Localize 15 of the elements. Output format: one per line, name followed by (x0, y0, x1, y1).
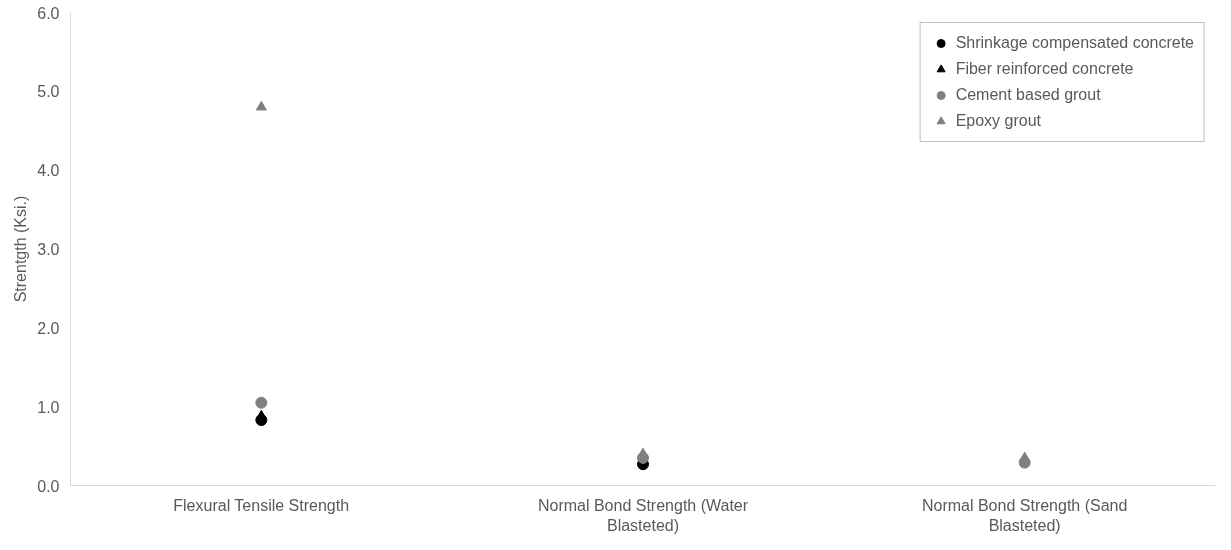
x-tick-label: Normal Bond Strength (Water Blasteted) (537, 496, 749, 534)
legend-label: Cement based grout (955, 86, 1101, 104)
y-tick-label: 3.0 (37, 241, 60, 258)
y-tick-label: 0.0 (37, 477, 60, 495)
y-axis-title: Strentgth (Ksi.) (12, 195, 30, 303)
y-tick-label: 6.0 (37, 4, 60, 22)
y-tick-label: 5.0 (37, 83, 60, 101)
legend-label: Shrinkage compensated concrete (955, 34, 1194, 52)
legend-label: Fiber reinforced concrete (955, 60, 1134, 78)
x-tick-label: Flexural Tensile Strength (173, 496, 350, 514)
y-tick-label: 1.0 (37, 398, 60, 416)
legend-label: Epoxy grout (955, 112, 1042, 130)
y-tick-label: 4.0 (37, 162, 60, 180)
x-tick-label: Normal Bond Strength (Sand Blasteted) (921, 496, 1128, 534)
y-tick-label: 2.0 (37, 319, 60, 337)
